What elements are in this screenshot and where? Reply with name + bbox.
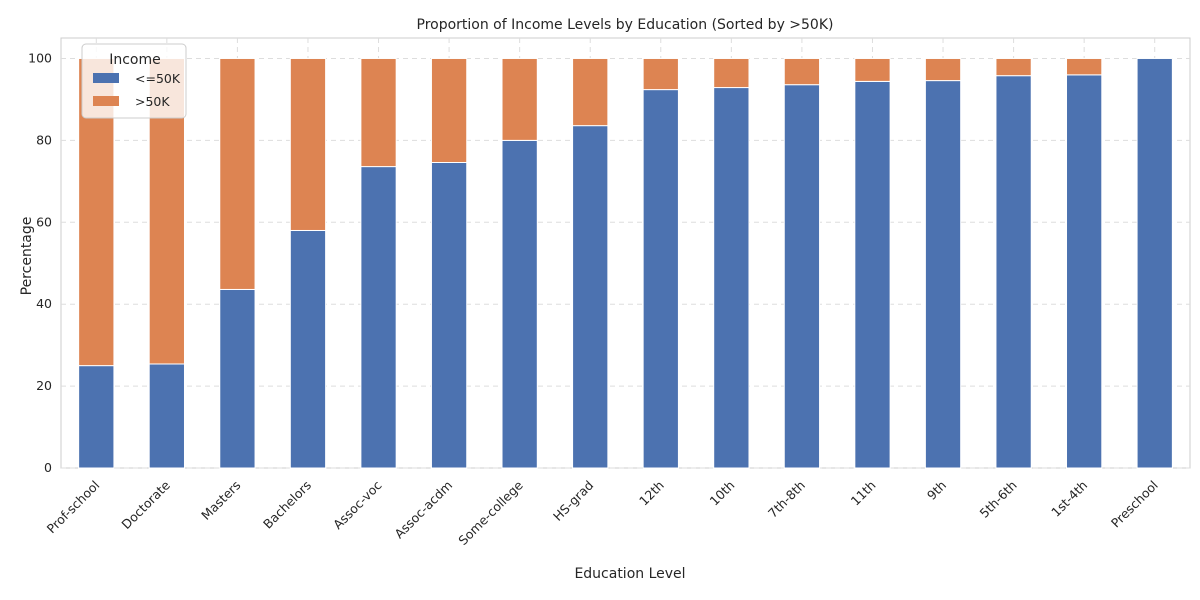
y-tick-label: 20 — [36, 378, 52, 393]
chart-title: Proportion of Income Levels by Education… — [417, 17, 834, 33]
bar-gt50k — [713, 57, 750, 89]
legend-label-le50k: <=50K — [135, 71, 181, 86]
bar-le50k — [501, 139, 538, 469]
bar-le50k — [572, 125, 609, 469]
bar-le50k — [1136, 57, 1173, 469]
bar-le50k — [219, 288, 256, 469]
bar-gt50k — [642, 57, 679, 91]
legend-title: Income — [109, 52, 161, 68]
x-tick-label: Preschool — [1108, 478, 1161, 531]
y-tick-label: 40 — [36, 296, 52, 311]
x-tick-label: Masters — [198, 478, 243, 523]
x-tick-label: 12th — [636, 478, 667, 509]
legend-swatch-gt50k — [93, 96, 119, 106]
y-tick-label: 0 — [44, 460, 52, 475]
bar-le50k — [642, 89, 679, 469]
bar-le50k — [148, 363, 185, 469]
x-tick-label: 5th-6th — [977, 478, 1020, 521]
bar-gt50k — [360, 57, 397, 168]
x-tick-label: Assoc-acdm — [391, 478, 455, 542]
x-tick-label: 9th — [924, 478, 949, 503]
x-tick-label: HS-grad — [550, 478, 596, 524]
bar-gt50k — [924, 57, 962, 82]
y-axis-label: Percentage — [19, 217, 35, 296]
bar-le50k — [924, 80, 962, 469]
x-tick-label: 7th-8th — [765, 478, 808, 521]
y-axis-ticks: 0 20 40 60 80 100 — [28, 50, 52, 475]
bar-le50k — [713, 87, 750, 469]
y-tick-label: 80 — [36, 132, 52, 147]
bar-le50k — [1066, 74, 1103, 469]
legend-label-gt50k: >50K — [135, 94, 170, 109]
bar-gt50k — [219, 57, 256, 290]
x-tick-label: 11th — [848, 478, 879, 509]
bar-gt50k — [501, 57, 538, 141]
x-axis-label: Education Level — [574, 566, 685, 582]
x-tick-label: Assoc-voc — [330, 477, 385, 532]
x-tick-label: 10th — [707, 478, 738, 509]
bar-gt50k — [854, 57, 891, 82]
bar-gt50k — [572, 57, 609, 127]
bar-le50k — [289, 229, 327, 469]
bar-le50k — [995, 75, 1032, 469]
bar-gt50k — [783, 57, 821, 86]
legend-swatch-le50k — [93, 73, 119, 83]
bar-le50k — [430, 161, 468, 469]
bar-le50k — [783, 84, 821, 469]
bar-gt50k — [995, 57, 1032, 77]
x-tick-label: Prof-school — [44, 478, 103, 537]
bar-le50k — [360, 166, 397, 469]
x-tick-label: Bachelors — [260, 478, 314, 532]
y-tick-label: 100 — [28, 50, 52, 65]
x-tick-label: Doctorate — [118, 477, 173, 532]
legend: Income <=50K >50K — [81, 43, 187, 119]
x-tick-label: 1st-4th — [1048, 478, 1090, 520]
x-tick-label: Some-college — [455, 477, 526, 548]
bar-gt50k — [289, 57, 327, 231]
bars — [78, 57, 1173, 469]
y-tick-label: 60 — [36, 214, 52, 229]
bar-gt50k — [1066, 57, 1103, 76]
bar-le50k — [78, 365, 115, 469]
x-axis-ticks: Prof-school Doctorate Masters Bachelors Asso… — [44, 477, 1161, 548]
bar-gt50k — [430, 57, 468, 163]
bar-le50k — [854, 80, 891, 469]
